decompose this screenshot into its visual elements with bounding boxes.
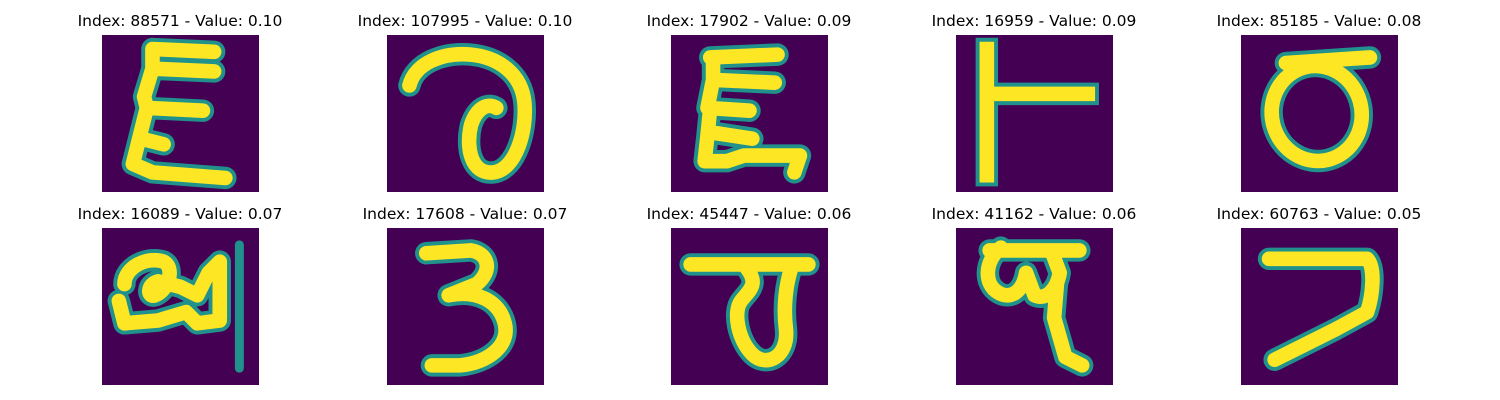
digit-image xyxy=(102,35,259,192)
cell-title: Index: 17608 - Value: 0.07 xyxy=(315,204,615,224)
cell-title: Index: 85185 - Value: 0.08 xyxy=(1169,11,1469,31)
glyph-5 xyxy=(1241,35,1398,192)
digit-image xyxy=(387,228,544,385)
grid-cell-4: Index: 16959 - Value: 0.09 xyxy=(884,0,1184,193)
grid-cell-5: Index: 85185 - Value: 0.08 xyxy=(1169,0,1469,193)
grid-cell-7: Index: 17608 - Value: 0.07 xyxy=(315,193,615,386)
cell-title: Index: 88571 - Value: 0.10 xyxy=(30,11,330,31)
digit-image xyxy=(956,228,1113,385)
glyph-10 xyxy=(1241,228,1398,385)
cell-title: Index: 41162 - Value: 0.06 xyxy=(884,204,1184,224)
digit-image xyxy=(956,35,1113,192)
cell-title: Index: 107995 - Value: 0.10 xyxy=(315,11,615,31)
digit-image xyxy=(1241,35,1398,192)
glyph-4 xyxy=(956,35,1113,192)
cell-title: Index: 16959 - Value: 0.09 xyxy=(884,11,1184,31)
glyph-2 xyxy=(387,35,544,192)
digit-image xyxy=(102,228,259,385)
cell-title: Index: 16089 - Value: 0.07 xyxy=(30,204,330,224)
digit-image xyxy=(1241,228,1398,385)
glyph-7 xyxy=(387,228,544,385)
digit-image xyxy=(671,228,828,385)
grid-cell-9: Index: 41162 - Value: 0.06 xyxy=(884,193,1184,386)
cell-title: Index: 17902 - Value: 0.09 xyxy=(599,11,899,31)
digit-image xyxy=(387,35,544,192)
glyph-1 xyxy=(102,35,259,192)
grid-cell-10: Index: 60763 - Value: 0.05 xyxy=(1169,193,1469,386)
glyph-3 xyxy=(671,35,828,192)
glyph-8 xyxy=(671,228,828,385)
glyph-9 xyxy=(956,228,1113,385)
cell-title: Index: 60763 - Value: 0.05 xyxy=(1169,204,1469,224)
grid-cell-8: Index: 45447 - Value: 0.06 xyxy=(599,193,899,386)
cell-title: Index: 45447 - Value: 0.06 xyxy=(599,204,899,224)
grid-cell-3: Index: 17902 - Value: 0.09 xyxy=(599,0,899,193)
grid-cell-2: Index: 107995 - Value: 0.10 xyxy=(315,0,615,193)
glyph-6 xyxy=(102,228,259,385)
grid-cell-6: Index: 16089 - Value: 0.07 xyxy=(30,193,330,386)
digit-image xyxy=(671,35,828,192)
grid-cell-1: Index: 88571 - Value: 0.10 xyxy=(30,0,330,193)
